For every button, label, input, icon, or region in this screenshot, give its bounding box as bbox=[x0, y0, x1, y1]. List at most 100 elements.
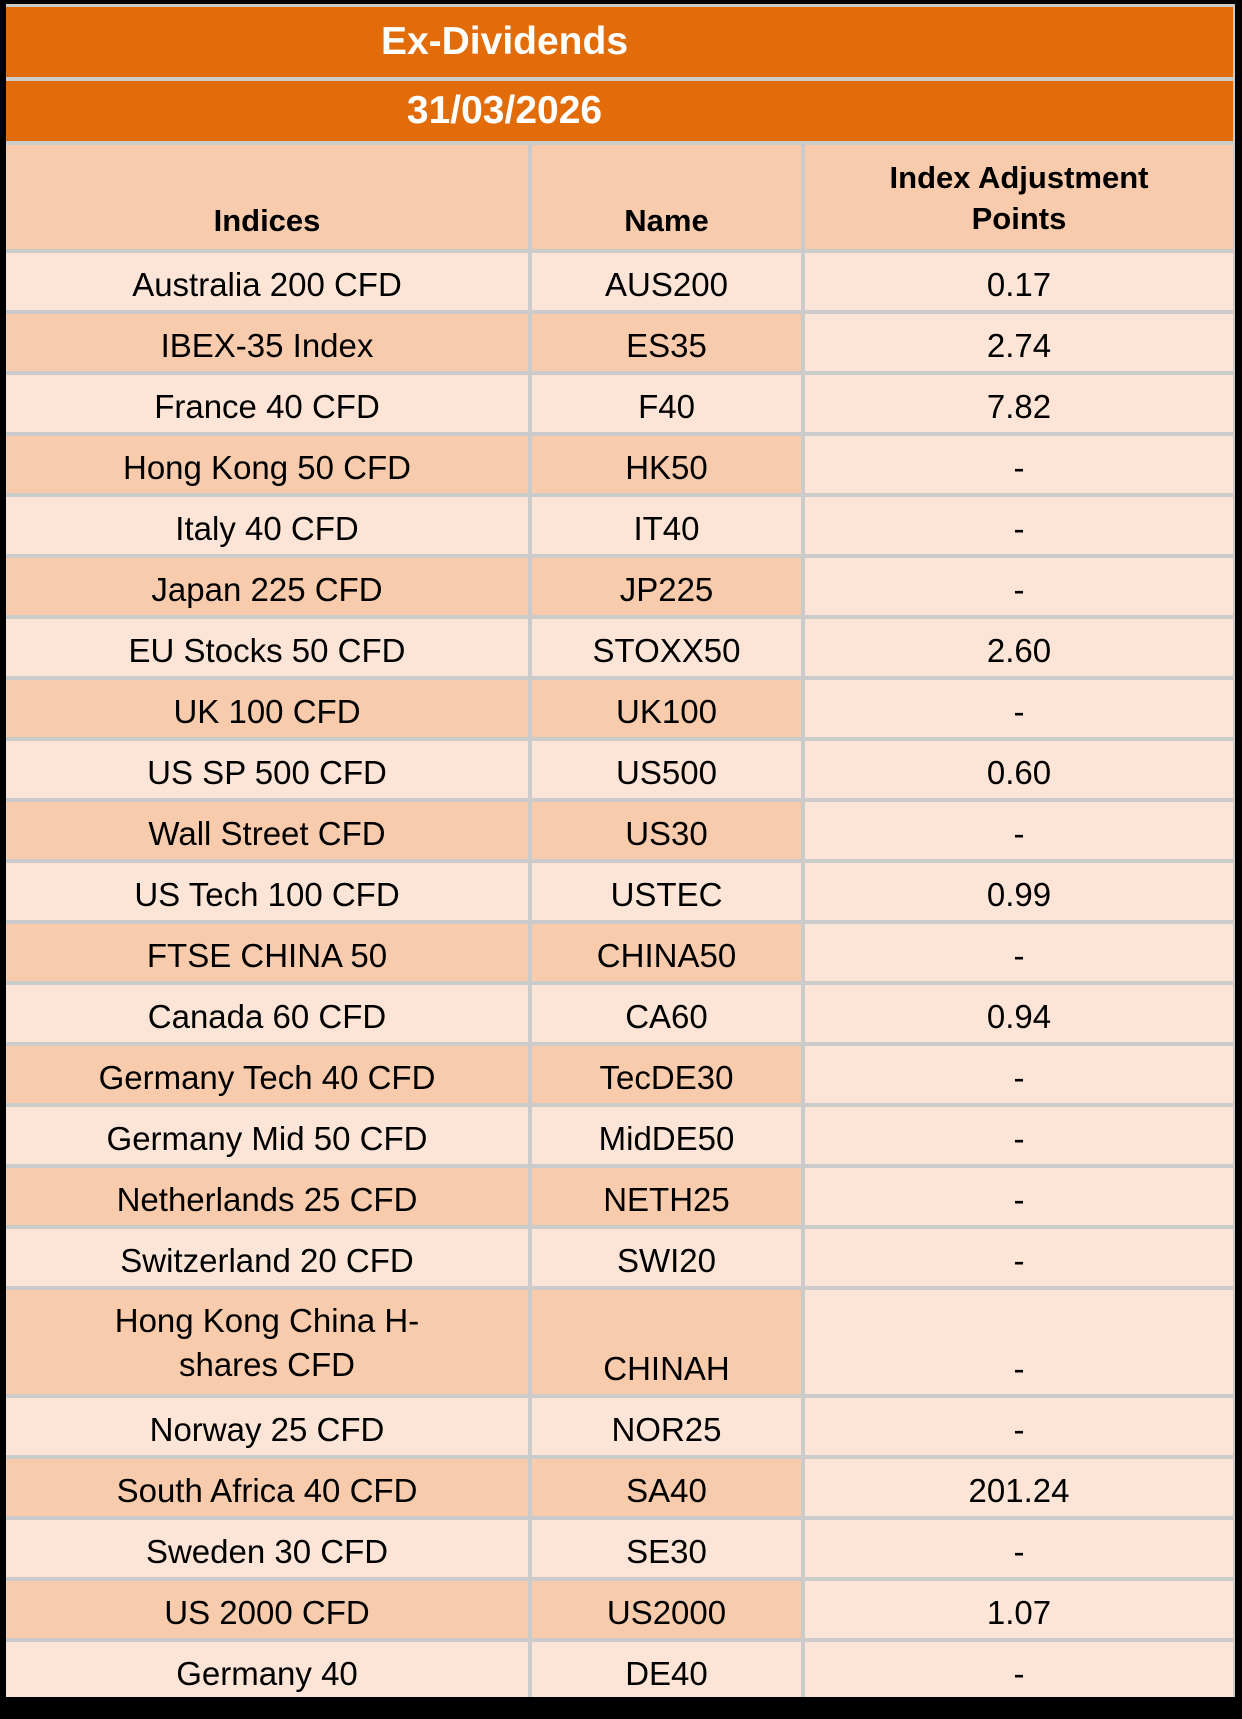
cell-name: F40 bbox=[532, 375, 801, 432]
cell-indices: Germany Tech 40 CFD bbox=[6, 1046, 528, 1103]
cell-name: SE30 bbox=[532, 1520, 801, 1577]
cell-name: US30 bbox=[532, 802, 801, 859]
table-row: FTSE CHINA 50 CHINA50 - bbox=[6, 924, 1233, 981]
cell-indices: US 2000 CFD bbox=[6, 1581, 528, 1638]
table-row: Germany Tech 40 CFD TecDE30 - bbox=[6, 1046, 1233, 1103]
cell-name: CHINA50 bbox=[532, 924, 801, 981]
table-date-bar: 31/03/2026 bbox=[6, 81, 1233, 141]
cell-name: US500 bbox=[532, 741, 801, 798]
cell-name: NETH25 bbox=[532, 1168, 801, 1225]
cell-name: US2000 bbox=[532, 1581, 801, 1638]
table-row: Japan 225 CFD JP225 - bbox=[6, 558, 1233, 615]
cell-indices: Switzerland 20 CFD bbox=[6, 1229, 528, 1286]
cell-name: MidDE50 bbox=[532, 1107, 801, 1164]
table-row: Switzerland 20 CFD SWI20 - bbox=[6, 1229, 1233, 1286]
table-row: Hong Kong 50 CFD HK50 - bbox=[6, 436, 1233, 493]
cell-indices: Australia 200 CFD bbox=[6, 253, 528, 310]
cell-name: CHINAH bbox=[532, 1290, 801, 1394]
cell-name: ES35 bbox=[532, 314, 801, 371]
cell-name: STOXX50 bbox=[532, 619, 801, 676]
cell-name: USTEC bbox=[532, 863, 801, 920]
cell-points: 2.60 bbox=[805, 619, 1233, 676]
cell-indices: South Africa 40 CFD bbox=[6, 1459, 528, 1516]
table-row: Canada 60 CFD CA60 0.94 bbox=[6, 985, 1233, 1042]
cell-points: - bbox=[805, 1520, 1233, 1577]
table-row: Hong Kong China H-shares CFD CHINAH - bbox=[6, 1290, 1233, 1394]
cell-indices: Italy 40 CFD bbox=[6, 497, 528, 554]
cell-indices: France 40 CFD bbox=[6, 375, 528, 432]
cell-name: AUS200 bbox=[532, 253, 801, 310]
cell-points: - bbox=[805, 1290, 1233, 1394]
table-row: France 40 CFD F40 7.82 bbox=[6, 375, 1233, 432]
cell-points: 201.24 bbox=[805, 1459, 1233, 1516]
ex-dividends-table: Ex-Dividends 31/03/2026 Indices Name Ind… bbox=[6, 4, 1235, 1697]
cell-points: 0.94 bbox=[805, 985, 1233, 1042]
cell-points: 0.17 bbox=[805, 253, 1233, 310]
table-row: Wall Street CFD US30 - bbox=[6, 802, 1233, 859]
cell-points: - bbox=[805, 558, 1233, 615]
cell-indices: Hong Kong 50 CFD bbox=[6, 436, 528, 493]
cell-indices: Wall Street CFD bbox=[6, 802, 528, 859]
table-title-bar: Ex-Dividends bbox=[6, 7, 1233, 77]
table-row: IBEX-35 Index ES35 2.74 bbox=[6, 314, 1233, 371]
table-row: UK 100 CFD UK100 - bbox=[6, 680, 1233, 737]
cell-points: 0.60 bbox=[805, 741, 1233, 798]
table-row: South Africa 40 CFD SA40 201.24 bbox=[6, 1459, 1233, 1516]
cell-indices: US SP 500 CFD bbox=[6, 741, 528, 798]
cell-name: NOR25 bbox=[532, 1398, 801, 1455]
column-header-points: Index Adjustment Points bbox=[805, 145, 1233, 249]
cell-indices: Japan 225 CFD bbox=[6, 558, 528, 615]
table-row: US 2000 CFD US2000 1.07 bbox=[6, 1581, 1233, 1638]
cell-indices: Hong Kong China H-shares CFD bbox=[6, 1290, 528, 1394]
table-row: Sweden 30 CFD SE30 - bbox=[6, 1520, 1233, 1577]
cell-name: IT40 bbox=[532, 497, 801, 554]
cell-points: - bbox=[805, 1398, 1233, 1455]
cell-points: - bbox=[805, 497, 1233, 554]
header-row: Indices Name Index Adjustment Points bbox=[6, 145, 1233, 249]
cell-indices: Germany Mid 50 CFD bbox=[6, 1107, 528, 1164]
cell-name: JP225 bbox=[532, 558, 801, 615]
cell-name: SWI20 bbox=[532, 1229, 801, 1286]
cell-name: UK100 bbox=[532, 680, 801, 737]
table-row: US Tech 100 CFD USTEC 0.99 bbox=[6, 863, 1233, 920]
table-row: Germany Mid 50 CFD MidDE50 - bbox=[6, 1107, 1233, 1164]
cell-indices: FTSE CHINA 50 bbox=[6, 924, 528, 981]
cell-indices: UK 100 CFD bbox=[6, 680, 528, 737]
cell-points: - bbox=[805, 680, 1233, 737]
cell-indices: Germany 40 bbox=[6, 1642, 528, 1697]
table-row: US SP 500 CFD US500 0.60 bbox=[6, 741, 1233, 798]
cell-points: - bbox=[805, 1107, 1233, 1164]
table-row: Norway 25 CFD NOR25 - bbox=[6, 1398, 1233, 1455]
cell-indices: Netherlands 25 CFD bbox=[6, 1168, 528, 1225]
cell-points: 1.07 bbox=[805, 1581, 1233, 1638]
cell-points: - bbox=[805, 436, 1233, 493]
cell-points: - bbox=[805, 1229, 1233, 1286]
table-row: EU Stocks 50 CFD STOXX50 2.60 bbox=[6, 619, 1233, 676]
table-row: Germany 40 DE40 - bbox=[6, 1642, 1233, 1697]
cell-points: 2.74 bbox=[805, 314, 1233, 371]
cell-indices: Norway 25 CFD bbox=[6, 1398, 528, 1455]
cell-indices: IBEX-35 Index bbox=[6, 314, 528, 371]
cell-points: 0.99 bbox=[805, 863, 1233, 920]
cell-points: - bbox=[805, 802, 1233, 859]
table-title: Ex-Dividends bbox=[380, 20, 629, 63]
cell-points: 7.82 bbox=[805, 375, 1233, 432]
cell-points: - bbox=[805, 1168, 1233, 1225]
table-row: Italy 40 CFD IT40 - bbox=[6, 497, 1233, 554]
cell-name: DE40 bbox=[532, 1642, 801, 1697]
cell-points: - bbox=[805, 1046, 1233, 1103]
cell-indices: Canada 60 CFD bbox=[6, 985, 528, 1042]
cell-name: TecDE30 bbox=[532, 1046, 801, 1103]
cell-indices: US Tech 100 CFD bbox=[6, 863, 528, 920]
table-date: 31/03/2026 bbox=[406, 89, 603, 132]
cell-name: HK50 bbox=[532, 436, 801, 493]
cell-indices: Sweden 30 CFD bbox=[6, 1520, 528, 1577]
cell-indices: EU Stocks 50 CFD bbox=[6, 619, 528, 676]
cell-name: SA40 bbox=[532, 1459, 801, 1516]
column-header-name: Name bbox=[532, 145, 801, 249]
cell-points: - bbox=[805, 1642, 1233, 1697]
cell-name: CA60 bbox=[532, 985, 801, 1042]
table-row: Netherlands 25 CFD NETH25 - bbox=[6, 1168, 1233, 1225]
column-header-indices: Indices bbox=[6, 145, 528, 249]
